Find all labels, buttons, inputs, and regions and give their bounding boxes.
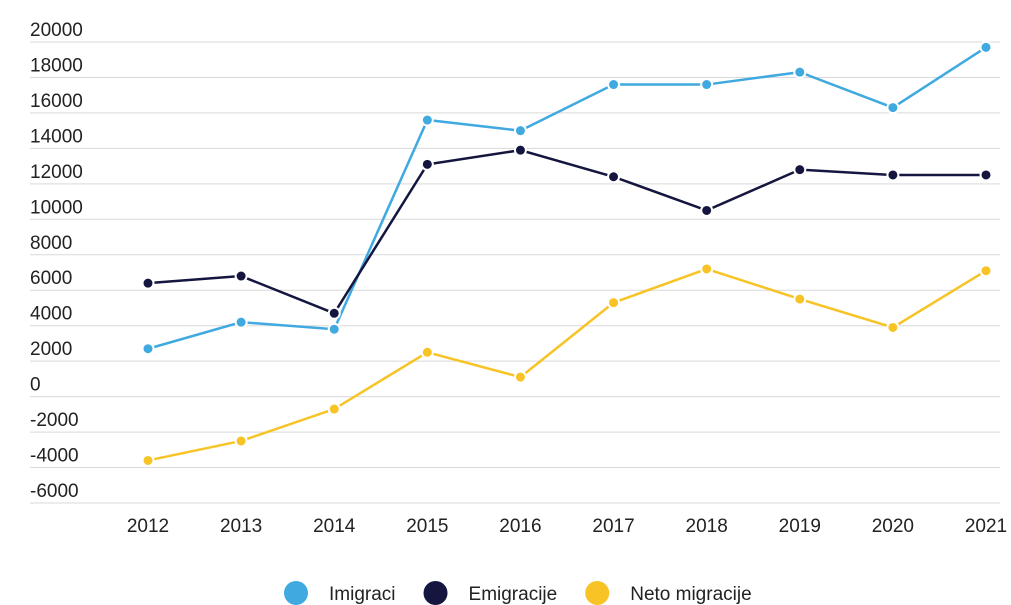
data-point	[607, 170, 621, 184]
x-tick-label: 2020	[872, 516, 914, 537]
data-point	[513, 370, 527, 384]
data-point	[793, 65, 807, 79]
data-point	[700, 262, 714, 276]
data-point	[141, 453, 155, 467]
y-tick-label: 2000	[30, 339, 72, 360]
y-tick-label: -4000	[30, 446, 79, 467]
data-point	[793, 292, 807, 306]
x-tick-label: 2015	[406, 516, 448, 537]
data-point	[327, 306, 341, 320]
x-tick-label: 2014	[313, 516, 356, 537]
series-line	[147, 148, 986, 315]
y-tick-label: 4000	[30, 304, 72, 325]
y-tick-label: 6000	[30, 268, 72, 289]
legend-swatch	[284, 581, 308, 605]
data-point	[979, 168, 993, 182]
legend-label: Neto migracije	[630, 584, 751, 605]
y-tick-label: -2000	[30, 410, 79, 431]
y-tick-label: 14000	[30, 126, 83, 147]
x-tick-label: 2019	[779, 516, 821, 537]
data-point	[513, 124, 527, 138]
data-point	[141, 342, 155, 356]
y-tick-label: 10000	[30, 197, 83, 218]
data-point	[141, 276, 155, 290]
data-point	[327, 402, 341, 416]
data-point	[420, 113, 434, 127]
data-point	[327, 322, 341, 336]
y-tick-label: 16000	[30, 91, 83, 112]
x-tick-label: 2021	[965, 516, 1007, 537]
y-tick-label: 20000	[30, 20, 83, 41]
x-tick-label: 2017	[592, 516, 634, 537]
y-tick-label: 18000	[30, 55, 83, 76]
legend-swatch	[423, 581, 448, 605]
data-point	[607, 78, 621, 92]
x-tick-label: 2012	[127, 516, 169, 537]
series-line	[147, 267, 987, 462]
data-point	[886, 320, 900, 334]
data-point	[420, 157, 434, 171]
data-point	[793, 163, 807, 177]
legend-swatch	[585, 581, 610, 605]
data-point	[234, 269, 248, 283]
legend-label: Imigraci	[329, 584, 396, 605]
data-point	[979, 264, 993, 278]
x-tick-label: 2013	[220, 516, 262, 537]
series-line	[147, 46, 987, 350]
data-point	[700, 203, 714, 217]
y-tick-label: 12000	[30, 162, 83, 183]
data-point	[234, 315, 248, 329]
y-tick-label: 8000	[30, 233, 72, 254]
data-point	[886, 168, 900, 182]
data-point	[700, 78, 714, 92]
data-point	[420, 345, 434, 359]
y-tick-label: 0	[30, 375, 41, 396]
data-point	[886, 101, 900, 115]
legend-label: Emigracije	[469, 584, 558, 605]
data-point	[607, 296, 621, 310]
data-point	[234, 434, 248, 448]
x-tick-label: 2016	[499, 516, 541, 537]
data-point	[979, 40, 993, 54]
y-tick-label: -6000	[30, 481, 79, 502]
x-tick-label: 2018	[686, 516, 728, 537]
data-point	[513, 143, 527, 157]
